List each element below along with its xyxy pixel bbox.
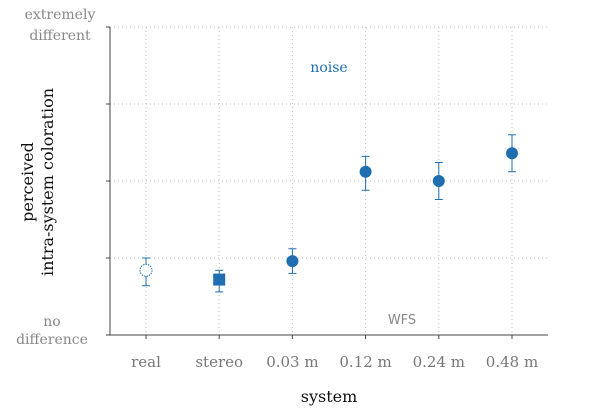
x-tick-label: real xyxy=(131,353,161,371)
x-tick-label: 0.48 m xyxy=(486,353,538,371)
wfs-annotation: WFS xyxy=(388,313,416,328)
y-axis-title: perceived intra-system coloration xyxy=(18,88,57,276)
x-tick-label: 0.03 m xyxy=(266,353,318,371)
y-bottom-label-line1: no xyxy=(43,314,60,330)
x-axis-title: system xyxy=(301,387,358,406)
data-point-square xyxy=(213,273,226,286)
data-point-group xyxy=(506,134,518,173)
x-tick-label: stereo xyxy=(195,353,243,371)
y-top-label-line2: different xyxy=(29,28,91,44)
x-tick-label: 0.24 m xyxy=(413,353,465,371)
y-top-label-line1: extremely xyxy=(25,7,96,23)
data-point-circle xyxy=(286,255,299,268)
data-point-group xyxy=(139,257,153,287)
x-ticks: real stereo 0.03 m 0.12 m 0.24 m 0.48 m xyxy=(131,335,538,371)
data-point-group xyxy=(359,155,372,191)
data-point-open-circle xyxy=(139,263,153,277)
data-point-circle xyxy=(359,165,372,178)
data-point-group xyxy=(286,248,299,274)
data-point-circle xyxy=(432,175,445,187)
data-points xyxy=(139,134,518,293)
y-bottom-label-line2: difference xyxy=(16,332,88,348)
y-axis-title-line2: intra-system coloration xyxy=(38,88,57,276)
x-tick-label: 0.12 m xyxy=(339,353,391,371)
data-point-group xyxy=(432,162,445,200)
noise-annotation: noise xyxy=(310,60,347,76)
y-ticks xyxy=(106,26,110,336)
y-axis-title-line1: perceived xyxy=(18,142,37,222)
data-point-group xyxy=(213,269,226,293)
data-point-circle xyxy=(506,147,518,160)
